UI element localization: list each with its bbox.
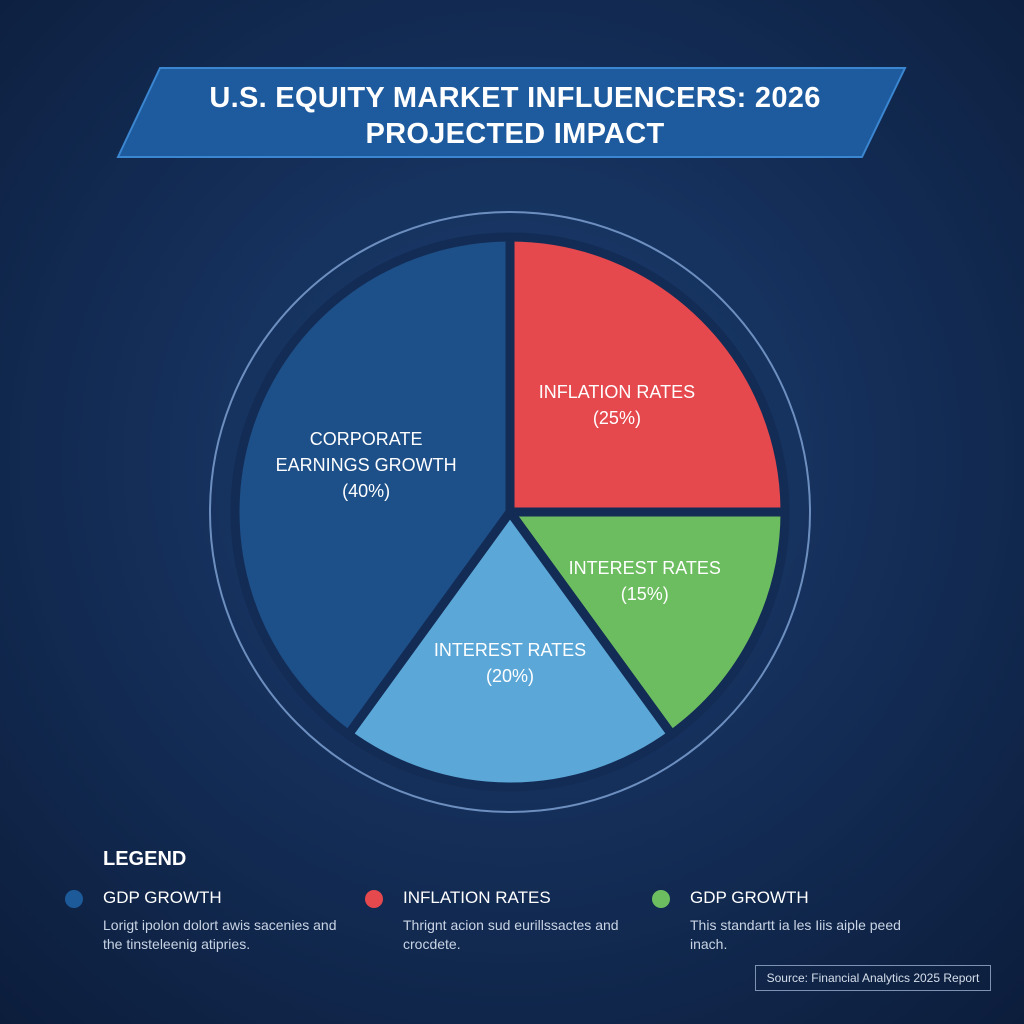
legend-swatch — [365, 890, 383, 908]
slice-category: INTEREST RATES — [433, 640, 587, 661]
legend-name: INFLATION RATES — [403, 888, 551, 907]
legend-name: GDP GROWTH — [690, 888, 809, 907]
slice-category: INTEREST RATES — [568, 557, 721, 578]
slice-label: CORPORATE EARNINGS GROWTH (40%) — [271, 426, 461, 504]
legend-name: GDP GROWTH — [103, 888, 222, 907]
legend-swatch — [65, 890, 83, 908]
slice-category: INFLATION RATES — [538, 382, 696, 403]
title-banner — [116, 67, 907, 158]
chart-title: U.S. EQUITY MARKET INFLUENCERS: 2026 PRO… — [209, 82, 821, 150]
pie-slice — [230, 232, 515, 739]
slice-label: INTEREST RATES (15%) — [550, 555, 740, 607]
legend-description: This standartt ia les Iiis aiple peed in… — [690, 917, 901, 952]
pie-slice — [343, 507, 677, 792]
slice-value: (15%) — [620, 583, 669, 604]
pie — [230, 232, 790, 792]
slice-label: INFLATION RATES (25%) — [522, 379, 712, 431]
slice-value: (25%) — [592, 408, 641, 429]
pie-slice — [505, 507, 790, 739]
legend-description: Lorigt ipolon dolort awis sacenies and t… — [103, 917, 337, 952]
legend-swatch — [652, 890, 670, 908]
outer-ring — [209, 211, 811, 813]
source: Source: Financial Analytics 2025 Report — [755, 965, 991, 991]
legend-description: Thrignt acion sud eurillssactes and croc… — [403, 917, 619, 952]
slice-category: CORPORATE EARNINGS GROWTH — [275, 429, 457, 476]
legend-title: LEGEND — [103, 848, 187, 870]
pie-slice — [505, 232, 790, 517]
slice-label: INTEREST RATES (20%) — [415, 637, 605, 689]
slice-value: (40%) — [342, 481, 391, 502]
slice-value: (20%) — [485, 666, 534, 687]
